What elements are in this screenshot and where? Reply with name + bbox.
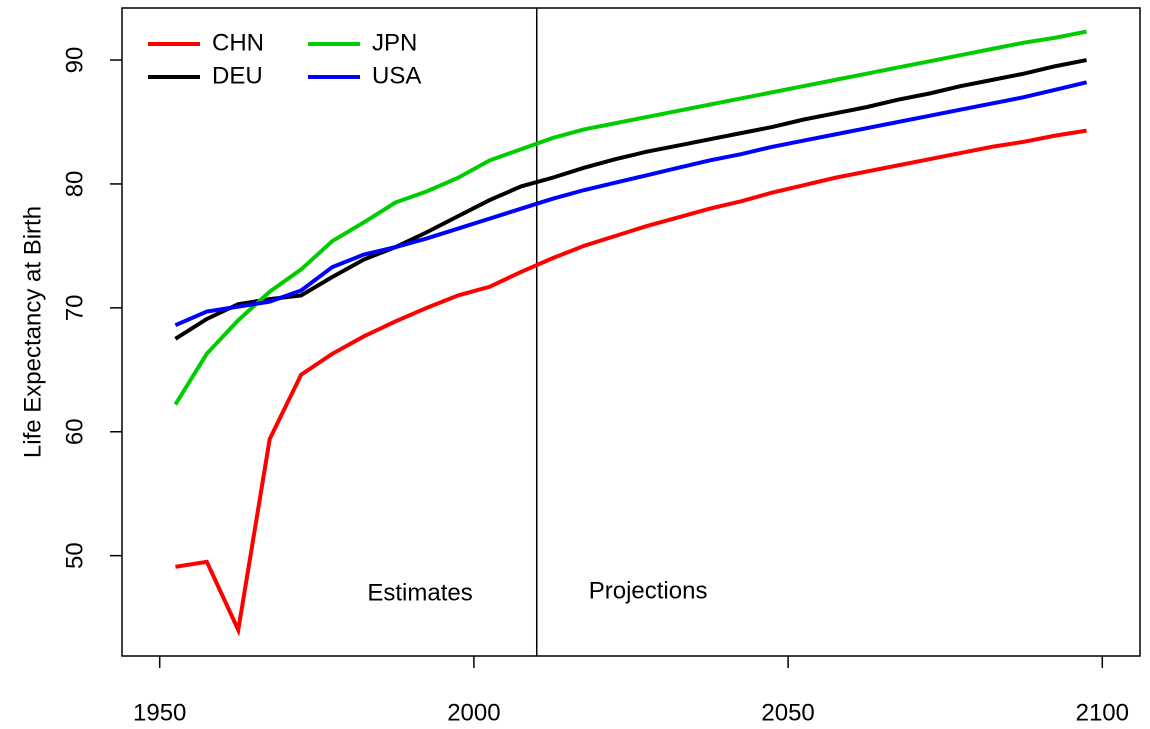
y-axis-label: Life Expectancy at Birth [19,206,46,458]
y-tick-label: 80 [61,171,88,198]
x-tick-label: 1950 [133,699,186,726]
y-tick-label: 90 [61,47,88,74]
series-line [174,80,1088,328]
x-tick-label: 2000 [447,699,500,726]
series-line [175,128,1087,637]
annotation: Projections [589,577,708,604]
legend-label: JPN [372,29,417,56]
x-tick-label: 2100 [1076,699,1129,726]
legend-label: USA [372,62,421,89]
series-line [173,29,1087,406]
series-line [174,58,1087,341]
y-tick-label: 50 [61,542,88,569]
y-tick-label: 70 [61,294,88,321]
legend-label: CHN [212,29,264,56]
plot-frame [121,7,1141,657]
annotation: Estimates [367,579,472,606]
legend-label: DEU [212,62,263,89]
x-tick-label: 2050 [761,699,814,726]
y-tick-label: 60 [61,418,88,445]
